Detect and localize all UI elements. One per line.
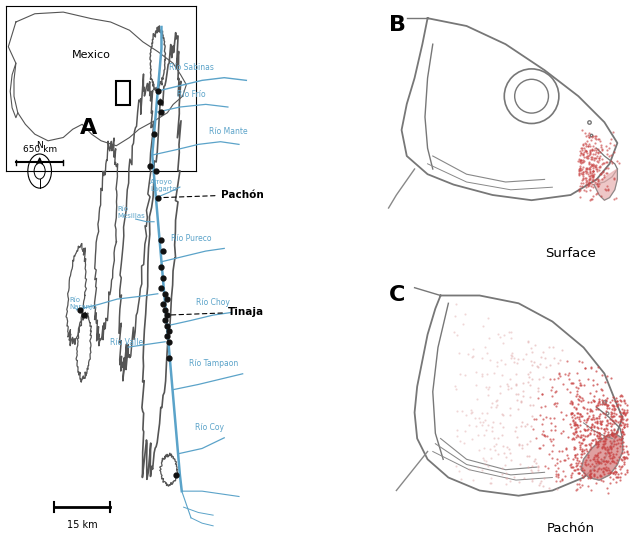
Text: Río Coy: Río Coy [195,424,224,432]
Text: B: B [388,15,406,35]
Text: Río Tampaon: Río Tampaon [189,360,238,368]
Text: 15 km: 15 km [67,520,98,531]
Text: Surface: Surface [545,247,596,260]
Text: Río
Naranjo: Río Naranjo [69,297,96,310]
Text: Río Mante: Río Mante [209,128,248,136]
Polygon shape [594,169,618,200]
Text: Pachón: Pachón [546,522,594,535]
Text: Río Frío: Río Frío [177,90,205,99]
Text: Mexico: Mexico [72,50,111,60]
Text: Pachón: Pachón [160,190,263,200]
Text: A: A [80,118,98,138]
Text: Río
Mesillas: Río Mesillas [117,206,145,219]
Text: C: C [388,285,405,305]
Text: Río Sabinas: Río Sabinas [169,63,213,73]
Bar [116,81,130,104]
Text: Arroyo
Lagarto: Arroyo Lagarto [150,179,177,192]
Text: Río Choy: Río Choy [196,298,230,307]
Text: Río Pureco: Río Pureco [171,234,211,243]
Text: Tinaja: Tinaja [169,307,264,317]
Text: 650 km: 650 km [22,145,56,154]
Text: Río Valle: Río Valle [110,338,143,347]
Polygon shape [581,433,623,480]
Text: N: N [36,141,43,150]
